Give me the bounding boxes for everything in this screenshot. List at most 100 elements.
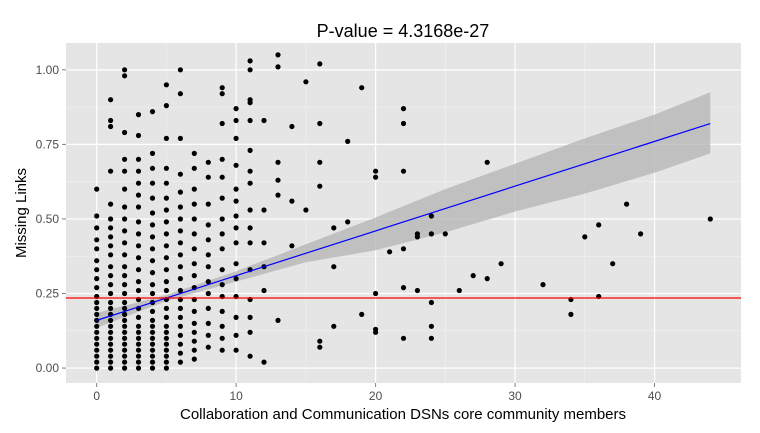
data-point [219, 347, 225, 353]
data-point [205, 320, 211, 326]
data-point [163, 219, 169, 225]
data-point [108, 299, 114, 306]
x-tick-label: 40 [648, 389, 662, 403]
data-point [163, 353, 169, 359]
data-point [177, 67, 183, 73]
data-point [135, 231, 142, 237]
data-point [247, 225, 253, 231]
data-point [331, 323, 337, 329]
data-point [163, 359, 169, 365]
data-point [191, 150, 197, 156]
data-point [122, 305, 128, 311]
data-point [122, 290, 128, 297]
x-tick-label: 10 [229, 389, 243, 403]
data-point [94, 305, 100, 311]
data-point [247, 329, 253, 335]
data-point [205, 305, 211, 311]
y-tick-label: 0.75 [36, 137, 60, 151]
data-point [387, 249, 393, 255]
x-axis-label: Collaboration and Communication DSNs cor… [180, 406, 626, 423]
data-point [219, 335, 225, 341]
data-point [247, 314, 253, 320]
data-point [219, 246, 225, 252]
data-point [135, 341, 142, 347]
data-point [219, 120, 225, 127]
data-point [122, 311, 128, 317]
data-point [400, 335, 407, 341]
data-point [149, 329, 156, 335]
data-point [219, 267, 225, 273]
data-point [135, 267, 142, 273]
data-point [163, 314, 169, 320]
data-point [149, 150, 156, 156]
data-point [177, 314, 183, 320]
data-point [205, 252, 211, 258]
data-point [149, 234, 156, 240]
y-axis-ticks: 0.00 0.25 0.50 0.75 1.00 [36, 63, 66, 375]
data-point [108, 252, 114, 258]
data-point [177, 332, 183, 338]
data-point [149, 353, 156, 359]
data-point [163, 255, 169, 261]
regression-line [96, 122, 711, 321]
data-point [247, 97, 253, 103]
data-point [122, 353, 128, 359]
data-point [414, 231, 420, 237]
data-point [149, 290, 156, 297]
data-point [177, 135, 183, 141]
data-point [149, 308, 156, 314]
data-point [135, 132, 142, 139]
data-point [163, 365, 169, 371]
data-point [108, 353, 114, 359]
data-point [149, 335, 156, 341]
data-point [108, 290, 114, 297]
data-point [135, 112, 142, 118]
data-point [94, 213, 100, 219]
data-point [428, 299, 434, 306]
data-point [163, 82, 169, 88]
data-point [163, 279, 169, 285]
data-point [275, 159, 281, 165]
data-point [177, 171, 183, 177]
y-tick-label: 0.25 [36, 287, 60, 301]
data-point [373, 326, 379, 332]
data-point [135, 279, 142, 285]
y-axis-label: Missing Links [13, 168, 30, 258]
data-point [205, 344, 211, 350]
data-point [163, 323, 169, 329]
data-point [135, 335, 142, 341]
data-point [149, 210, 156, 216]
data-point [135, 353, 142, 359]
data-point [233, 135, 239, 141]
data-point [149, 222, 156, 228]
data-point [261, 117, 267, 124]
data-point [582, 234, 588, 240]
data-point [484, 159, 490, 165]
data-point [135, 192, 142, 198]
data-point [135, 255, 142, 261]
data-point [219, 323, 225, 329]
data-point [261, 359, 267, 365]
x-tick-label: 30 [508, 389, 522, 403]
data-point [219, 91, 225, 97]
data-point [122, 204, 128, 210]
data-point [247, 147, 253, 153]
data-point [400, 106, 407, 112]
data-point [177, 216, 183, 222]
data-point [94, 267, 100, 273]
data-point [247, 353, 253, 359]
data-point [205, 159, 211, 165]
data-point [94, 323, 100, 329]
data-point [707, 216, 713, 222]
data-point [303, 79, 309, 85]
data-point [122, 252, 128, 258]
data-point [177, 359, 183, 365]
data-point [373, 290, 379, 297]
data-point [359, 85, 365, 91]
data-point [317, 183, 323, 189]
data-point [261, 287, 267, 294]
data-point [94, 347, 100, 353]
data-point [205, 174, 211, 180]
data-point [275, 177, 281, 183]
data-point [149, 195, 156, 201]
